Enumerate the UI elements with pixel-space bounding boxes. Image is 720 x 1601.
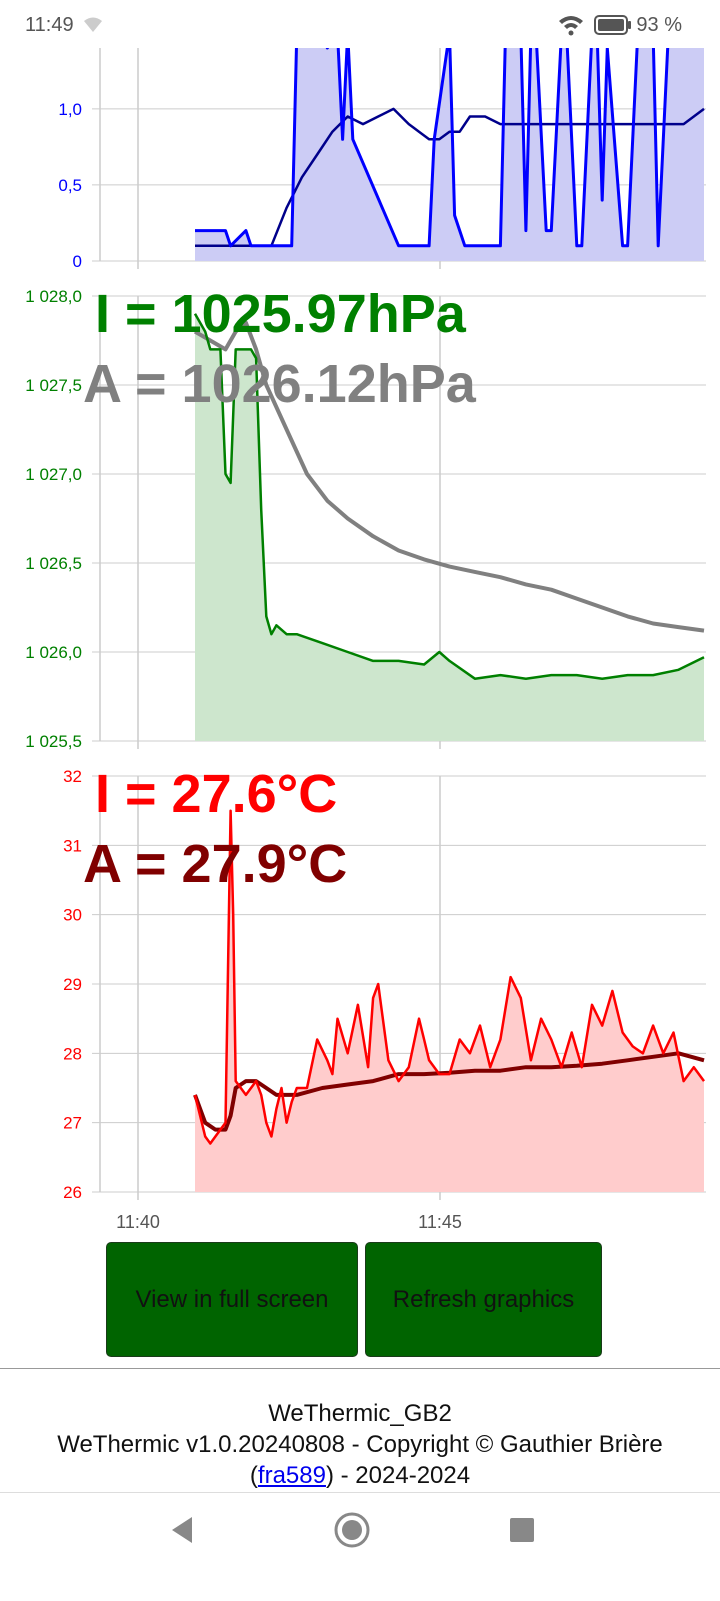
battery-percent: 93 % [636, 14, 682, 36]
status-time: 11:49 [25, 14, 74, 36]
average-series-line [195, 107, 705, 248]
area-fill [195, 313, 704, 741]
view-full-screen-button[interactable]: View in full screen [106, 1242, 358, 1357]
instant-series-line [193, 313, 705, 680]
author-link[interactable]: fra589 [257, 1462, 326, 1489]
status-bar: 11:49 93 % [0, 0, 720, 50]
y-tick-label: 31 [63, 836, 82, 855]
average-series-line [193, 320, 705, 633]
y-tick-label: 28 [63, 1044, 82, 1063]
y-tick-label: 29 [63, 975, 82, 994]
instant-series-line [193, 809, 706, 1145]
pressure-chart: 1 025,5 1 026,0 1 026,5 1 027,0 1 027,5 1 028… [25, 287, 706, 751]
recents-icon[interactable] [508, 1516, 536, 1544]
y-tick-label: 27 [63, 1114, 82, 1133]
x-tick-label: 11:40 [116, 1212, 160, 1232]
y-tick-label: 0 [73, 252, 82, 271]
y-tick-label: 1 026,0 [25, 643, 82, 662]
footer-divider [0, 1368, 720, 1369]
pressure-instant-label: I = 1025.97hPa [95, 284, 466, 344]
y-tick-label: 1,0 [58, 100, 82, 119]
y-tick-label: 1 027,0 [25, 465, 82, 484]
pressure-average-label: A = 1026.12hPa [83, 354, 476, 414]
y-tick-label: 0,5 [58, 176, 82, 195]
y-tick-label: 1 028,0 [25, 287, 82, 306]
copyright-text: WeThermic v1.0.20240808 - Copyright © Ga… [57, 1431, 663, 1458]
temperature-instant-label: I = 27.6°C [95, 764, 338, 824]
temperature-chart: 26 27 28 29 30 31 32 [63, 767, 706, 1202]
notification-icon [84, 17, 102, 32]
y-tick-label: 30 [63, 906, 82, 925]
home-icon[interactable] [333, 1511, 371, 1549]
area-fill [195, 810, 704, 1192]
time-axis: 11:40 11:45 [116, 1212, 462, 1232]
y-tick-label: 1 025,5 [25, 732, 82, 751]
device-name: WeThermic_GB2 [268, 1400, 452, 1427]
navigation-bar [0, 1492, 720, 1601]
charts-area[interactable]: 00,51,0 1 025,51 026,01 026,51 027,01 02… [0, 0, 720, 1240]
footer: WeThermic_GB2 WeThermic v1.0.20240808 - … [0, 1398, 720, 1491]
author-line: (fra589) - 2024-2024 [249, 1462, 471, 1489]
average-series-line [193, 1051, 705, 1132]
y-tick-label: 32 [63, 767, 82, 786]
altitude-speed-chart: 0 0,5 1,0 [58, 48, 706, 271]
x-tick-label: 11:45 [418, 1212, 462, 1232]
y-tick-label: 1 026,5 [25, 554, 82, 573]
back-icon[interactable] [168, 1515, 196, 1545]
temperature-average-label: A = 27.9°C [83, 834, 348, 894]
area-fill [195, 48, 704, 261]
wifi-icon [559, 16, 583, 36]
battery-icon [594, 15, 631, 35]
refresh-graphics-button[interactable]: Refresh graphics [365, 1242, 602, 1357]
y-tick-label: 1 027,5 [25, 376, 82, 395]
y-tick-label: 26 [63, 1183, 82, 1202]
